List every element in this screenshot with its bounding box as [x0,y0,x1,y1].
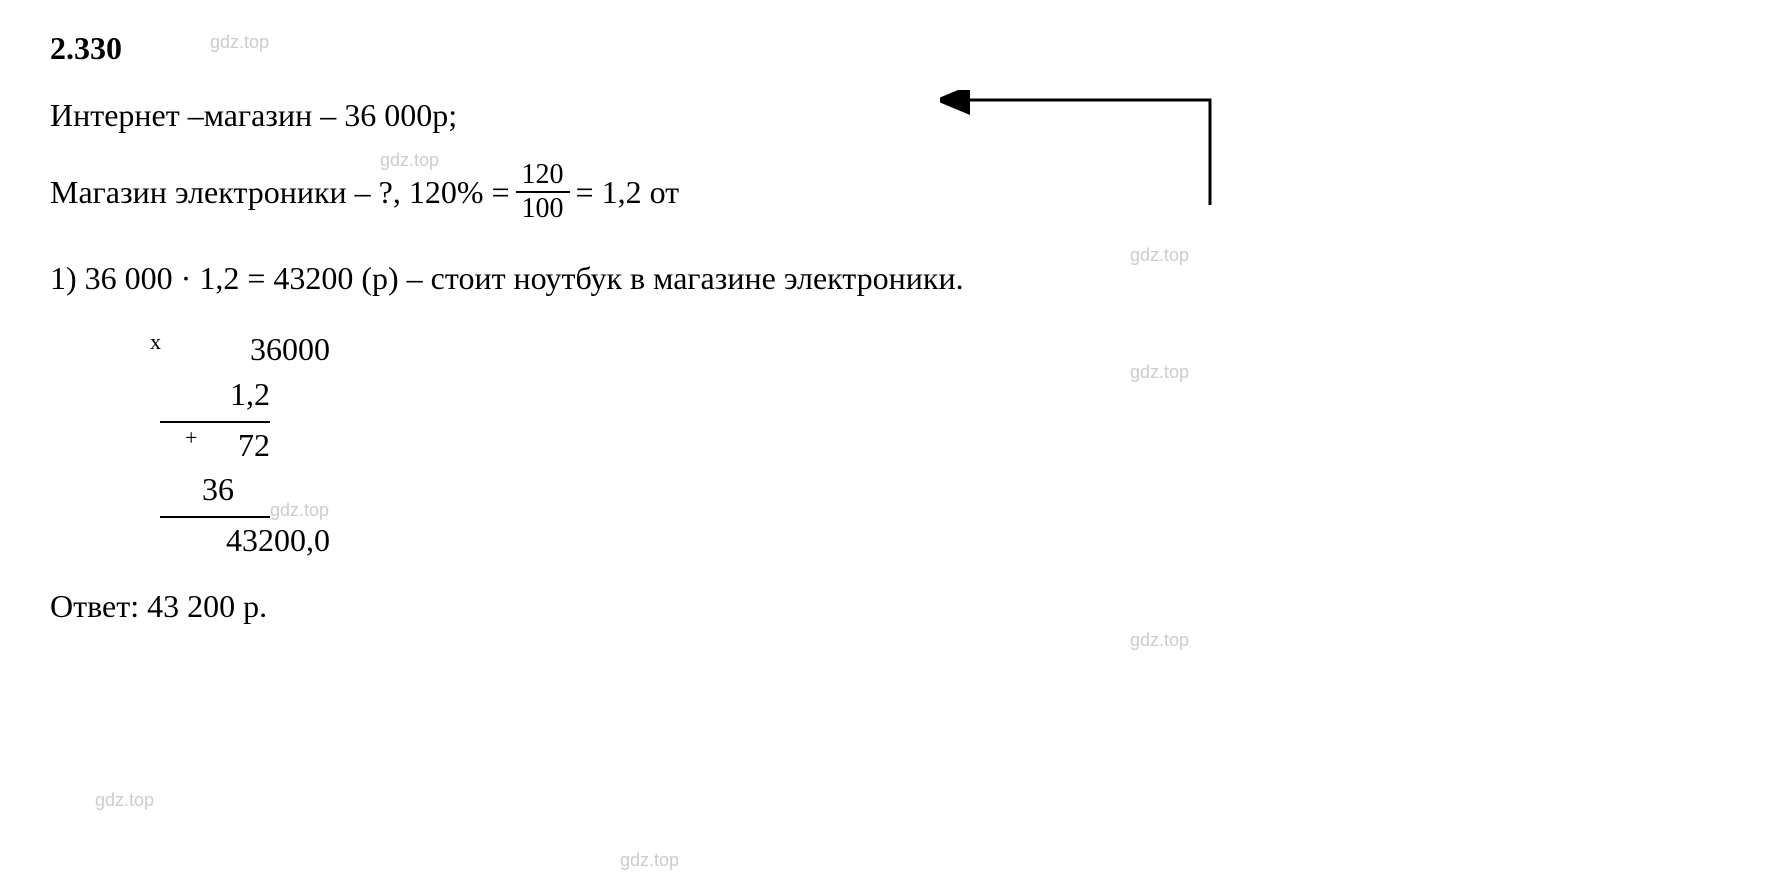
long-multiplication: х 36000 1,2 + 72 36 43200,0 [160,327,1730,563]
watermark-2: gdz.top [380,150,439,171]
fraction-numerator: 120 [516,159,570,193]
partial1-value: 72 [238,427,270,463]
fraction-120-100: 120 100 [516,159,570,225]
watermark-4: gdz.top [1130,362,1189,383]
result-value: 43200,0 [226,522,330,558]
watermark-6: gdz.top [1130,630,1189,651]
line1-text: Интернет –магазин – 36 000р; [50,97,457,134]
answer-text: Ответ: 43 200 р. [50,588,267,624]
watermark-7: gdz.top [95,790,154,811]
given-line-1: Интернет –магазин – 36 000р; [50,97,1730,134]
partial2-value: 36 [202,471,234,507]
multiplier-value: 1,2 [230,376,270,412]
calc-multiplier: 1,2 [160,372,270,423]
reference-arrow [940,90,1220,210]
solution-step-1: 1) 36 000 · 1,2 = 43200 (р) – стоит ноут… [50,260,1730,297]
watermark-5: gdz.top [270,500,329,521]
calc-partial-2: 36 [160,467,270,518]
problem-number: 2.330 [50,30,1730,67]
watermark-3: gdz.top [1130,245,1189,266]
watermark-8: gdz.top [620,850,679,871]
given-line-2: Магазин электроники – ?, 120% = 120 100 … [50,159,1730,225]
line2-prefix: Магазин электроники – ?, 120% = [50,174,510,211]
plus-symbol: + [185,423,197,454]
calc-partial-1: + 72 [160,423,270,468]
answer: Ответ: 43 200 р. [50,588,1730,625]
watermark-1: gdz.top [210,32,269,53]
multiplicand-value: 36000 [250,331,330,367]
calc-multiplicand: х 36000 [160,327,330,372]
mult-symbol: х [150,327,161,358]
step1-text: 1) 36 000 · 1,2 = 43200 (р) – стоит ноут… [50,260,964,297]
fraction-denominator: 100 [516,193,570,225]
calc-result: 43200,0 [160,518,330,563]
line2-suffix: = 1,2 от [576,174,680,211]
